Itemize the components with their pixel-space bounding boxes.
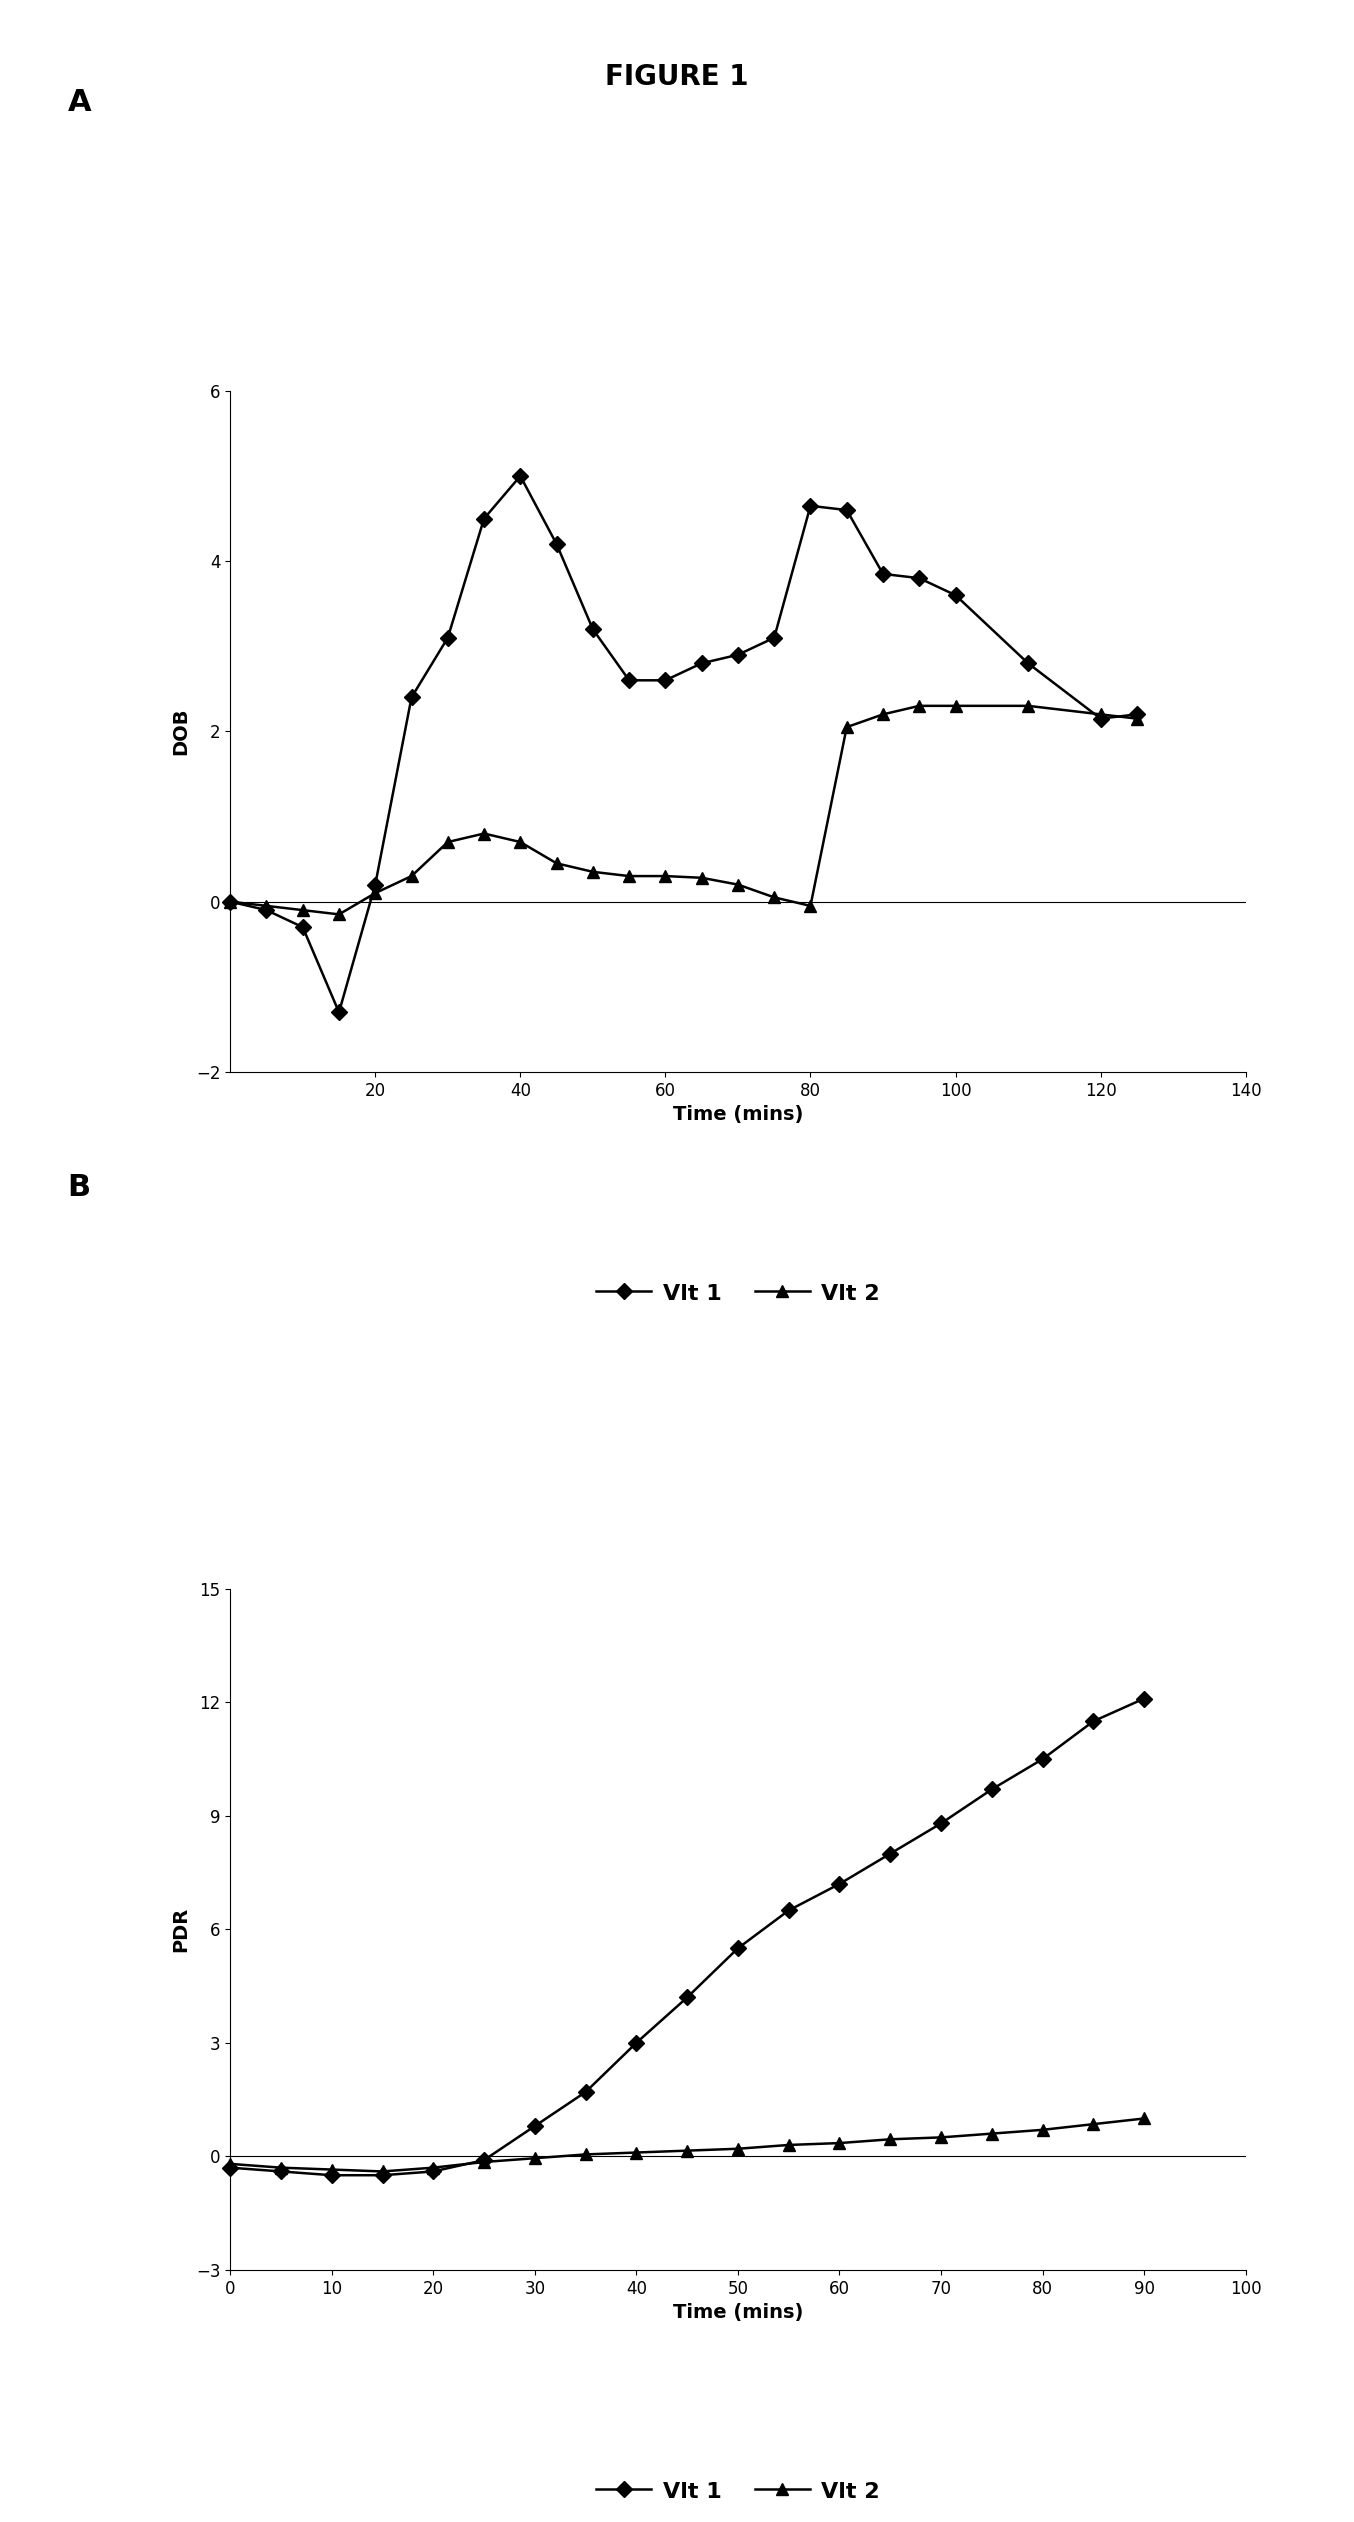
Vlt 1 (831, 1869, 848, 1899)
Vlt 2 (730, 870, 746, 900)
Vlt 1 (295, 913, 311, 943)
Vlt 2 (1093, 699, 1109, 729)
Vlt 1 (875, 560, 891, 590)
Legend: Vlt 1, Vlt 2: Vlt 1, Vlt 2 (588, 1274, 888, 1314)
Vlt 2 (1129, 704, 1145, 734)
Vlt 1 (1093, 704, 1109, 734)
Vlt 1 (477, 504, 493, 535)
X-axis label: Time (mins): Time (mins) (673, 2303, 803, 2323)
Vlt 1 (548, 530, 565, 560)
Text: A: A (68, 88, 91, 116)
Vlt 1 (374, 2159, 391, 2189)
Vlt 1 (403, 681, 420, 711)
Vlt 2 (1086, 2108, 1102, 2139)
Vlt 1 (222, 2151, 238, 2182)
Vlt 2 (766, 883, 783, 913)
Vlt 2 (693, 863, 709, 893)
Vlt 1 (883, 1839, 899, 1869)
Vlt 2 (295, 895, 311, 926)
Vlt 1 (440, 623, 456, 653)
Vlt 1 (330, 996, 347, 1026)
Vlt 2 (403, 860, 420, 890)
Vlt 1 (425, 2156, 441, 2187)
Vlt 2 (440, 827, 456, 857)
Vlt 2 (527, 2144, 543, 2174)
Vlt 1 (585, 613, 601, 643)
Vlt 1 (766, 623, 783, 653)
Vlt 1 (578, 2078, 594, 2108)
Vlt 2 (730, 2134, 746, 2164)
Vlt 2 (984, 2118, 1001, 2149)
Text: B: B (68, 1173, 91, 1200)
Vlt 1 (803, 492, 819, 522)
Text: FIGURE 1: FIGURE 1 (605, 63, 749, 91)
Vlt 1 (948, 580, 964, 610)
Vlt 2 (948, 691, 964, 721)
Vlt 1 (1086, 1707, 1102, 1738)
Vlt 2 (222, 888, 238, 918)
Vlt 2 (621, 860, 638, 890)
Vlt 1 (1020, 648, 1036, 678)
Vlt 2 (1020, 691, 1036, 721)
Vlt 2 (875, 699, 891, 729)
Vlt 1 (693, 648, 709, 678)
Vlt 2 (548, 847, 565, 878)
Vlt 2 (628, 2136, 645, 2166)
Vlt 2 (831, 2129, 848, 2159)
Vlt 1 (272, 2156, 290, 2187)
Vlt 1 (512, 462, 528, 492)
Vlt 1 (730, 641, 746, 671)
Vlt 1 (259, 895, 275, 926)
Vlt 2 (477, 817, 493, 847)
Vlt 2 (578, 2139, 594, 2169)
Y-axis label: DOB: DOB (172, 709, 191, 754)
Vlt 2 (222, 2149, 238, 2179)
Vlt 1 (1136, 1685, 1152, 1715)
Vlt 2 (680, 2136, 696, 2166)
Vlt 2 (330, 900, 347, 931)
Vlt 1 (984, 1775, 1001, 1806)
Vlt 1 (780, 1897, 796, 1927)
Vlt 1 (730, 1934, 746, 1965)
X-axis label: Time (mins): Time (mins) (673, 1105, 803, 1125)
Vlt 2 (780, 2129, 796, 2159)
Vlt 2 (512, 827, 528, 857)
Vlt 2 (272, 2151, 290, 2182)
Y-axis label: PDR: PDR (172, 1907, 191, 1952)
Vlt 2 (374, 2156, 391, 2187)
Line: Vlt 1: Vlt 1 (225, 1692, 1150, 2182)
Line: Vlt 2: Vlt 2 (225, 701, 1143, 921)
Vlt 1 (324, 2159, 340, 2189)
Vlt 1 (911, 562, 927, 593)
Vlt 1 (657, 666, 673, 696)
Vlt 2 (425, 2151, 441, 2182)
Vlt 2 (477, 2146, 493, 2176)
Vlt 1 (527, 2111, 543, 2141)
Vlt 2 (911, 691, 927, 721)
Vlt 2 (803, 890, 819, 921)
Vlt 1 (222, 888, 238, 918)
Vlt 2 (259, 890, 275, 921)
Vlt 1 (1034, 1745, 1051, 1775)
Vlt 1 (477, 2144, 493, 2174)
Vlt 1 (680, 1982, 696, 2013)
Vlt 2 (585, 857, 601, 888)
Vlt 2 (657, 860, 673, 890)
Vlt 1 (628, 2028, 645, 2058)
Vlt 2 (883, 2124, 899, 2154)
Vlt 2 (838, 711, 854, 741)
Vlt 1 (621, 666, 638, 696)
Vlt 2 (367, 878, 383, 908)
Line: Vlt 1: Vlt 1 (225, 472, 1143, 1019)
Vlt 1 (838, 494, 854, 525)
Line: Vlt 2: Vlt 2 (225, 2113, 1150, 2176)
Vlt 2 (1034, 2113, 1051, 2144)
Legend: Vlt 1, Vlt 2: Vlt 1, Vlt 2 (588, 2472, 888, 2512)
Vlt 1 (367, 870, 383, 900)
Vlt 2 (933, 2124, 949, 2154)
Vlt 2 (1136, 2103, 1152, 2134)
Vlt 2 (324, 2154, 340, 2184)
Vlt 1 (933, 1808, 949, 1839)
Vlt 1 (1129, 699, 1145, 729)
